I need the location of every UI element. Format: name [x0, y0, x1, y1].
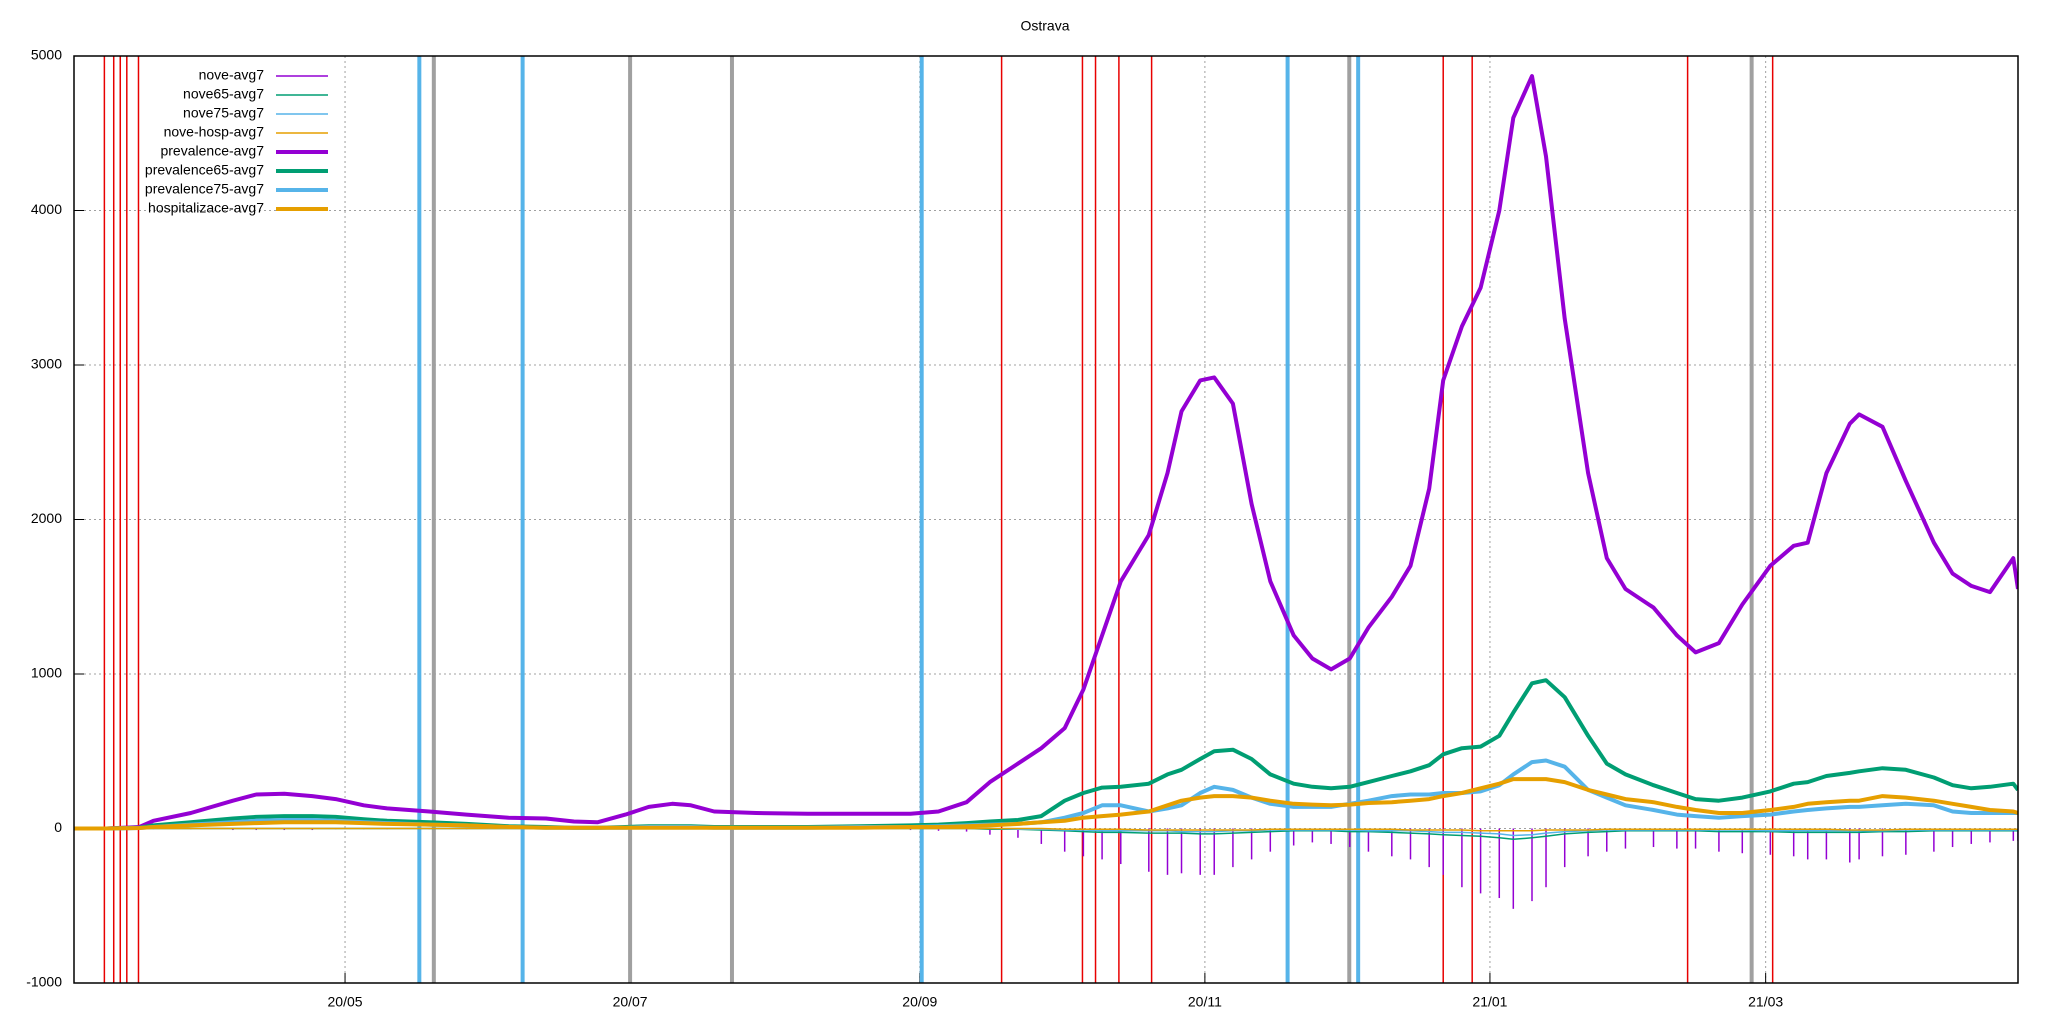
x-tick-label: 21/01: [1472, 994, 1507, 1010]
legend-label: hospitalizace-avg7: [148, 200, 264, 216]
legend-label: nove-avg7: [199, 67, 265, 83]
y-tick-label: 2000: [31, 510, 62, 526]
legend-label: prevalence75-avg7: [145, 181, 264, 197]
x-tick-label: 20/11: [1188, 994, 1222, 1010]
chart-title: Ostrava: [1020, 18, 1069, 34]
x-tick-label: 20/09: [902, 994, 937, 1010]
series-line: [74, 827, 2018, 832]
y-tick-label: -1000: [26, 974, 62, 990]
series-line: [74, 74, 2018, 831]
legend-label: nove75-avg7: [183, 105, 264, 121]
x-tick-label: 20/07: [613, 994, 648, 1010]
y-tick-label: 1000: [31, 665, 62, 681]
y-tick-label: 4000: [31, 201, 62, 217]
plot-frame: [73, 55, 2019, 984]
series-line: [74, 777, 2018, 831]
legend-label: prevalence65-avg7: [145, 162, 264, 178]
x-tick-label: 21/03: [1748, 994, 1783, 1010]
legend-label: nove-hosp-avg7: [164, 124, 265, 140]
legend-label: nove65-avg7: [183, 86, 264, 102]
legend-label: prevalence-avg7: [160, 143, 264, 159]
y-tick-label: 0: [54, 819, 62, 835]
x-tick-label: 20/05: [328, 994, 363, 1010]
y-tick-label: 5000: [31, 47, 62, 63]
y-tick-label: 3000: [31, 356, 62, 372]
